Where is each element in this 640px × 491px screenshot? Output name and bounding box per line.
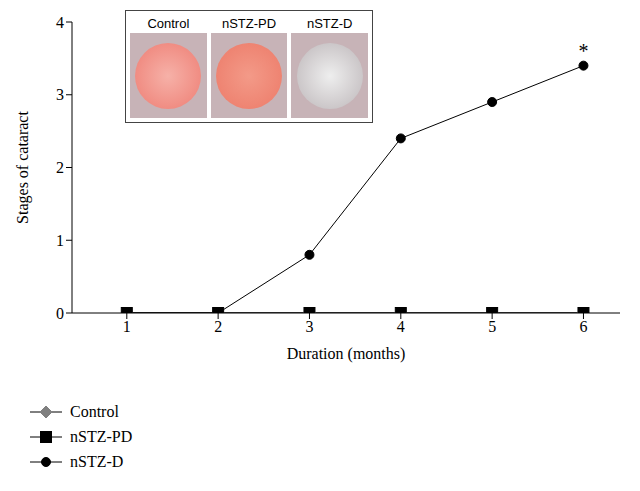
svg-text:2: 2: [56, 159, 64, 176]
svg-text:6: 6: [579, 318, 587, 335]
svg-text:3: 3: [56, 86, 64, 103]
svg-text:*: *: [578, 40, 588, 62]
svg-text:4: 4: [56, 14, 64, 31]
svg-text:Duration (months): Duration (months): [287, 345, 406, 363]
svg-text:nSTZ-D: nSTZ-D: [70, 453, 123, 470]
svg-text:2: 2: [214, 318, 222, 335]
svg-text:1: 1: [123, 318, 131, 335]
svg-text:3: 3: [305, 318, 313, 335]
svg-text:Control: Control: [70, 403, 119, 420]
svg-text:Stages of cataract: Stages of cataract: [14, 111, 32, 224]
html-text:Control: Control: [147, 16, 190, 31]
svg-text:nSTZ-PD: nSTZ-PD: [70, 428, 132, 445]
svg-text:4: 4: [397, 318, 405, 335]
svg-text:1: 1: [56, 232, 64, 249]
html-text:nSTZ-PD: nSTZ-PD: [221, 16, 277, 31]
svg-text:0: 0: [56, 305, 64, 322]
svg-text:5: 5: [488, 318, 496, 335]
html-text:nSTZ-D: nSTZ-D: [306, 16, 353, 31]
